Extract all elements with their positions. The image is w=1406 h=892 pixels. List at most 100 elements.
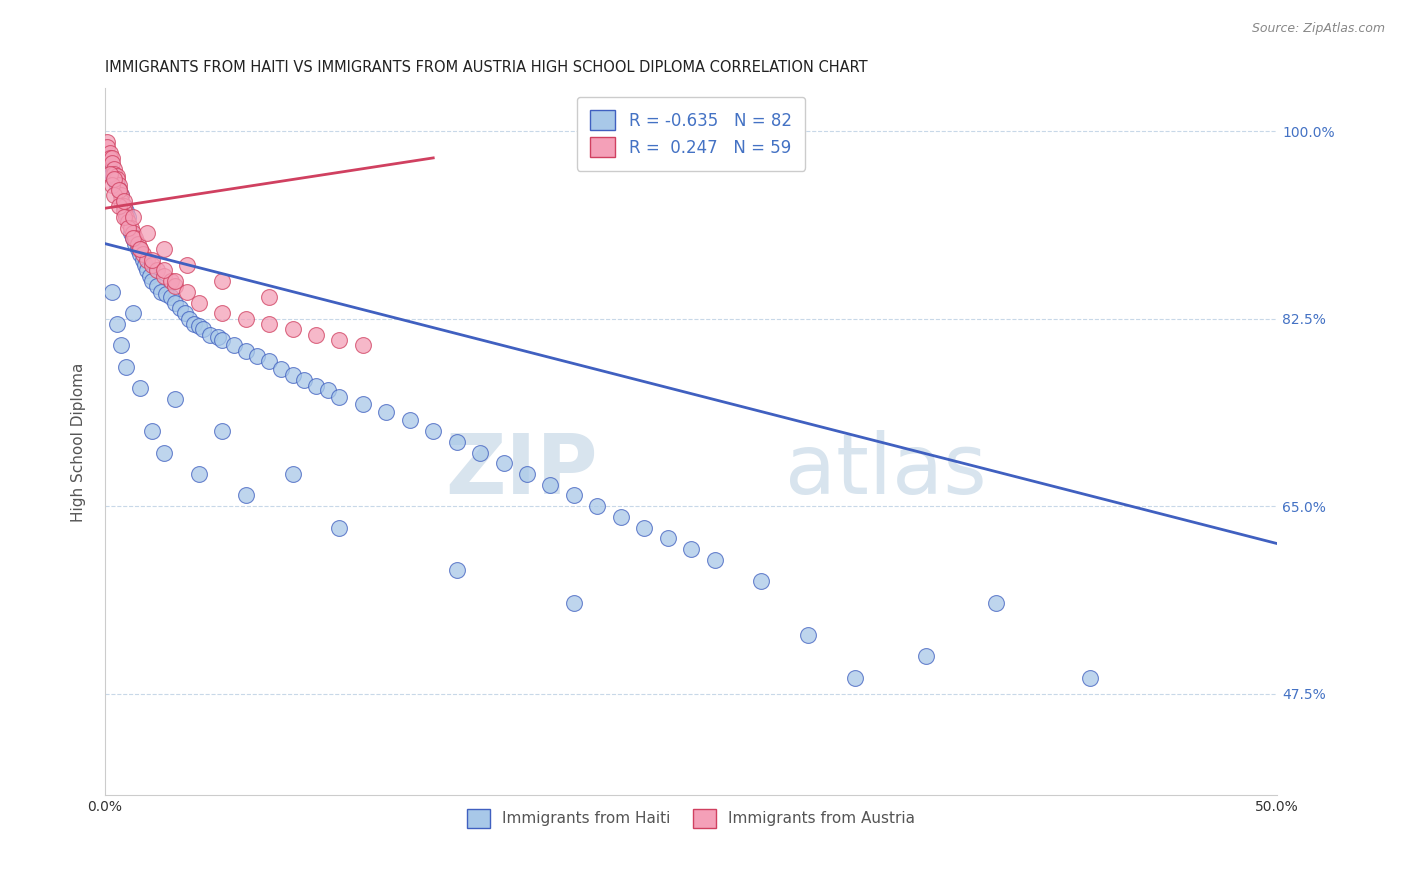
Point [129,247,152,261]
Point [633,520,655,534]
Point [211,306,233,320]
Point [108,183,131,197]
Point [108,183,131,197]
Point [914,649,936,664]
Point [110,188,132,202]
Point [516,467,538,481]
Point [235,488,257,502]
Point [207,330,229,344]
Point [136,252,159,267]
Point [468,445,491,459]
Text: IMMIGRANTS FROM HAITI VS IMMIGRANTS FROM AUSTRIA HIGH SCHOOL DIPLOMA CORRELATION: IMMIGRANTS FROM HAITI VS IMMIGRANTS FROM… [105,60,868,75]
Point [586,499,609,513]
Point [127,242,149,256]
Point [110,188,132,202]
Y-axis label: High School Diploma: High School Diploma [72,362,86,522]
Point [131,247,153,261]
Point [101,156,124,170]
Point [281,322,304,336]
Point [96,135,118,149]
Point [446,563,468,577]
Point [98,151,121,165]
Point [270,362,292,376]
Point [108,178,131,192]
Point [124,231,146,245]
Point [257,290,280,304]
Point [316,384,339,398]
Point [136,263,159,277]
Point [129,381,152,395]
Point [257,317,280,331]
Point [422,424,444,438]
Point [103,167,125,181]
Point [141,274,163,288]
Point [134,258,156,272]
Point [141,258,163,272]
Point [110,194,132,208]
Point [112,199,135,213]
Point [446,434,468,449]
Point [152,445,174,459]
Point [112,199,135,213]
Point [129,242,152,256]
Point [112,210,135,224]
Point [159,290,181,304]
Point [105,169,128,183]
Point [492,456,515,470]
Point [122,231,145,245]
Point [101,285,124,299]
Point [165,279,187,293]
Point [105,172,128,186]
Point [145,263,167,277]
Point [281,368,304,383]
Point [101,178,124,192]
Point [105,317,128,331]
Point [136,226,159,240]
Point [103,172,125,186]
Point [98,167,121,181]
Text: Source: ZipAtlas.com: Source: ZipAtlas.com [1251,22,1385,36]
Point [145,279,167,293]
Point [703,552,725,566]
Point [152,268,174,283]
Point [165,295,187,310]
Point [328,520,350,534]
Point [211,274,233,288]
Point [117,220,139,235]
Point [797,628,820,642]
Point [328,333,350,347]
Point [222,338,245,352]
Point [120,226,142,240]
Point [108,199,131,213]
Text: ZIP: ZIP [444,430,598,510]
Point [98,161,121,176]
Point [352,338,374,352]
Point [179,311,201,326]
Point [115,359,138,374]
Point [657,531,679,545]
Point [352,397,374,411]
Point [110,338,132,352]
Point [112,194,135,208]
Point [96,140,118,154]
Point [138,268,160,283]
Point [751,574,773,588]
Point [246,349,269,363]
Point [183,317,205,331]
Point [1078,671,1101,685]
Point [141,424,163,438]
Point [155,287,177,301]
Point [562,488,585,502]
Point [103,172,125,186]
Point [305,327,328,342]
Point [610,509,633,524]
Point [176,285,198,299]
Text: atlas: atlas [785,430,987,510]
Point [117,210,139,224]
Point [562,595,585,609]
Point [169,301,191,315]
Point [117,215,139,229]
Point [235,343,257,358]
Legend: Immigrants from Haiti, Immigrants from Austria: Immigrants from Haiti, Immigrants from A… [461,803,921,834]
Point [984,595,1007,609]
